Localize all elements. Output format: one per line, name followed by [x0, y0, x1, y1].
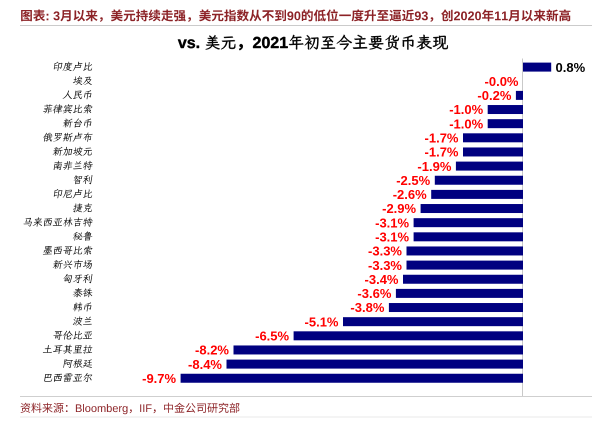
svg-text:-8.4%: -8.4% [188, 357, 222, 372]
svg-text:-3.6%: -3.6% [357, 286, 391, 301]
svg-text:-3.1%: -3.1% [375, 215, 409, 230]
svg-text:-1.0%: -1.0% [449, 102, 483, 117]
svg-text:-3.8%: -3.8% [350, 300, 384, 315]
svg-text:-0.0%: -0.0% [485, 74, 519, 89]
svg-text:-1.0%: -1.0% [449, 116, 483, 131]
svg-text:-2.9%: -2.9% [382, 201, 416, 216]
svg-text:-2.6%: -2.6% [393, 187, 427, 202]
svg-text:0.8%: 0.8% [556, 60, 586, 75]
svg-text:-3.1%: -3.1% [375, 229, 409, 244]
svg-text:-9.7%: -9.7% [142, 371, 176, 386]
svg-text:-3.3%: -3.3% [368, 244, 402, 259]
svg-text:-1.9%: -1.9% [417, 159, 451, 174]
svg-text:-6.5%: -6.5% [255, 328, 289, 343]
svg-text:-3.4%: -3.4% [365, 272, 399, 287]
svg-text:-1.7%: -1.7% [425, 130, 459, 145]
svg-text:-2.5%: -2.5% [396, 173, 430, 188]
svg-text:-1.7%: -1.7% [425, 145, 459, 160]
svg-text:-0.2%: -0.2% [477, 88, 511, 103]
svg-text:-3.3%: -3.3% [368, 258, 402, 273]
svg-text:-5.1%: -5.1% [305, 314, 339, 329]
svg-text:-8.2%: -8.2% [195, 343, 229, 358]
